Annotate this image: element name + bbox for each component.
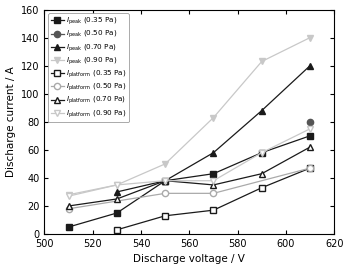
- Legend: $I_{\rm peak}$ (0.35 Pa), $I_{\rm peak}$ (0.50 Pa), $I_{\rm peak}$ (0.70 Pa), $I: $I_{\rm peak}$ (0.35 Pa), $I_{\rm peak}$…: [48, 13, 129, 122]
- Y-axis label: Discharge current / A: Discharge current / A: [6, 66, 16, 177]
- $I_{\rm platform}$ (0.90 Pa): [211, 179, 216, 182]
- $I_{\rm peak}$ (0.70 Pa): [260, 109, 264, 112]
- $I_{\rm peak}$ (0.35 Pa): [115, 211, 119, 215]
- $I_{\rm platform}$ (0.70 Pa): [115, 197, 119, 201]
- $I_{\rm platform}$ (0.70 Pa): [308, 146, 312, 149]
- $I_{\rm platform}$ (0.70 Pa): [211, 183, 216, 187]
- Line: $I_{\rm platform}$ (0.50 Pa): $I_{\rm platform}$ (0.50 Pa): [66, 165, 313, 212]
- $I_{\rm peak}$ (0.35 Pa): [260, 151, 264, 154]
- $I_{\rm peak}$ (0.70 Pa): [211, 151, 216, 154]
- X-axis label: Discharge voltage / V: Discharge voltage / V: [133, 254, 245, 264]
- $I_{\rm peak}$ (0.90 Pa): [115, 183, 119, 187]
- $I_{\rm platform}$ (0.35 Pa): [211, 208, 216, 212]
- $I_{\rm peak}$ (0.35 Pa): [67, 225, 71, 229]
- $I_{\rm peak}$ (0.90 Pa): [260, 60, 264, 63]
- Line: $I_{\rm platform}$ (0.35 Pa): $I_{\rm platform}$ (0.35 Pa): [114, 165, 313, 233]
- $I_{\rm platform}$ (0.50 Pa): [211, 192, 216, 195]
- $I_{\rm platform}$ (0.90 Pa): [308, 127, 312, 130]
- $I_{\rm peak}$ (0.35 Pa): [211, 172, 216, 175]
- $I_{\rm platform}$ (0.90 Pa): [260, 151, 264, 154]
- $I_{\rm peak}$ (0.35 Pa): [308, 134, 312, 137]
- $I_{\rm platform}$ (0.70 Pa): [67, 204, 71, 208]
- $I_{\rm platform}$ (0.70 Pa): [163, 179, 167, 182]
- $I_{\rm platform}$ (0.35 Pa): [163, 214, 167, 217]
- $I_{\rm peak}$ (0.35 Pa): [163, 179, 167, 182]
- $I_{\rm peak}$ (0.90 Pa): [67, 193, 71, 196]
- $I_{\rm platform}$ (0.50 Pa): [308, 167, 312, 170]
- $I_{\rm platform}$ (0.50 Pa): [163, 192, 167, 195]
- $I_{\rm peak}$ (0.90 Pa): [163, 162, 167, 166]
- $I_{\rm peak}$ (0.90 Pa): [211, 116, 216, 119]
- $I_{\rm platform}$ (0.35 Pa): [260, 186, 264, 189]
- $I_{\rm peak}$ (0.70 Pa): [308, 64, 312, 67]
- $I_{\rm platform}$ (0.90 Pa): [67, 194, 71, 198]
- Line: $I_{\rm platform}$ (0.90 Pa): $I_{\rm platform}$ (0.90 Pa): [66, 126, 313, 199]
- $I_{\rm peak}$ (0.90 Pa): [308, 36, 312, 39]
- $I_{\rm platform}$ (0.90 Pa): [163, 179, 167, 182]
- Line: $I_{\rm peak}$ (0.90 Pa): $I_{\rm peak}$ (0.90 Pa): [66, 35, 313, 198]
- $I_{\rm platform}$ (0.35 Pa): [308, 167, 312, 170]
- Line: $I_{\rm peak}$ (0.70 Pa): $I_{\rm peak}$ (0.70 Pa): [114, 63, 313, 195]
- $I_{\rm peak}$ (0.70 Pa): [163, 179, 167, 182]
- $I_{\rm platform}$ (0.50 Pa): [67, 207, 71, 210]
- $I_{\rm peak}$ (0.70 Pa): [115, 190, 119, 194]
- $I_{\rm platform}$ (0.35 Pa): [115, 228, 119, 231]
- $I_{\rm platform}$ (0.90 Pa): [115, 183, 119, 187]
- $I_{\rm platform}$ (0.70 Pa): [260, 172, 264, 175]
- Line: $I_{\rm peak}$ (0.35 Pa): $I_{\rm peak}$ (0.35 Pa): [66, 133, 313, 230]
- Line: $I_{\rm platform}$ (0.70 Pa): $I_{\rm platform}$ (0.70 Pa): [66, 144, 313, 209]
